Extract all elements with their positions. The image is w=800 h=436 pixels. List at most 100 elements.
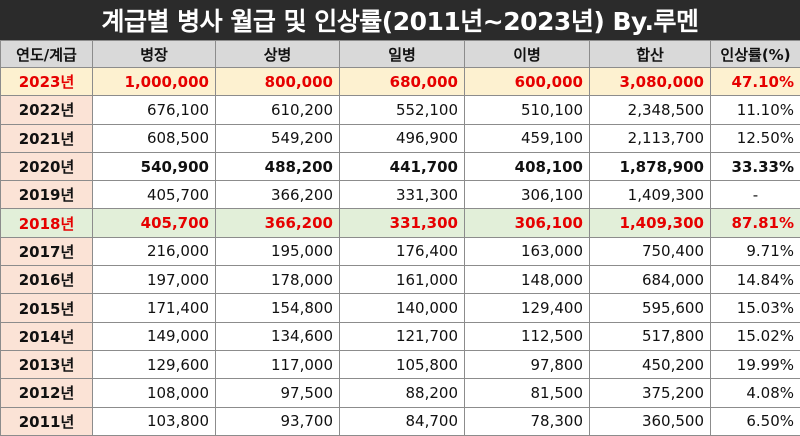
corporal-cell: 610,200	[215, 95, 340, 125]
raise-rate-cell: 47.10%	[710, 66, 800, 97]
raise-rate-cell: 12.50%	[710, 123, 800, 153]
raise-rate-cell: 9.71%	[710, 236, 800, 267]
year-cell: 2012년	[0, 378, 93, 408]
sergeant-cell: 608,500	[92, 123, 216, 153]
private-cell: 510,100	[464, 95, 590, 125]
table-row: 2014년 149,000 134,600 121,700 112,500 517,800…	[0, 321, 800, 351]
private-cell: 97,800	[464, 349, 590, 380]
private-first-class-cell: 121,700	[339, 321, 465, 351]
total-cell: 3,080,000	[589, 66, 711, 97]
year-cell: 2018년	[0, 208, 93, 238]
raise-rate-cell: 19.99%	[710, 349, 800, 380]
total-cell: 450,200	[589, 349, 711, 380]
private-first-class-cell: 331,300	[339, 208, 465, 238]
private-first-class-cell: 105,800	[339, 349, 465, 380]
private-cell: 306,100	[464, 180, 590, 210]
table-row: 2013년 129,600 117,000 105,800 97,800 450,200 1…	[0, 349, 800, 380]
sergeant-cell: 103,800	[92, 406, 216, 436]
table-row: 2016년 197,000 178,000 161,000 148,000 684,000…	[0, 265, 800, 295]
header-row: 연도/계급 병장 상병 일병 이병 합산 인상률(%)	[0, 40, 800, 68]
raise-rate-cell: 15.02%	[710, 321, 800, 351]
raise-rate-cell: 87.81%	[710, 208, 800, 238]
header-private: 이병	[464, 40, 590, 68]
sergeant-cell: 1,000,000	[92, 66, 216, 97]
private-cell: 163,000	[464, 236, 590, 267]
year-cell: 2014년	[0, 321, 93, 351]
private-cell: 459,100	[464, 123, 590, 153]
sergeant-cell: 108,000	[92, 378, 216, 408]
sergeant-cell: 216,000	[92, 236, 216, 267]
sergeant-cell: 197,000	[92, 265, 216, 295]
year-cell: 2020년	[0, 151, 93, 182]
total-cell: 2,113,700	[589, 123, 711, 153]
table-row: 2020년 540,900 488,200 441,700 408,100 1,878,9…	[0, 151, 800, 182]
year-cell: 2019년	[0, 180, 93, 210]
private-first-class-cell: 176,400	[339, 236, 465, 267]
raise-rate-cell: 4.08%	[710, 378, 800, 408]
corporal-cell: 178,000	[215, 265, 340, 295]
private-first-class-cell: 680,000	[339, 66, 465, 97]
table-row: 2022년 676,100 610,200 552,100 510,100 2,348,5…	[0, 95, 800, 125]
private-cell: 112,500	[464, 321, 590, 351]
raise-rate-cell: 6.50%	[710, 406, 800, 436]
total-cell: 1,409,300	[589, 208, 711, 238]
total-cell: 360,500	[589, 406, 711, 436]
raise-rate-cell: 14.84%	[710, 265, 800, 295]
header-total: 합산	[589, 40, 711, 68]
year-cell: 2023년	[0, 66, 93, 97]
corporal-cell: 93,700	[215, 406, 340, 436]
private-cell: 600,000	[464, 66, 590, 97]
total-cell: 517,800	[589, 321, 711, 351]
sergeant-cell: 540,900	[92, 151, 216, 182]
corporal-cell: 117,000	[215, 349, 340, 380]
year-cell: 2011년	[0, 406, 93, 436]
table-row: 2011년 103,800 93,700 84,700 78,300 360,500 6.5…	[0, 406, 800, 436]
sergeant-cell: 676,100	[92, 95, 216, 125]
header-raise-rate: 인상률(%)	[710, 40, 800, 68]
total-cell: 750,400	[589, 236, 711, 267]
private-first-class-cell: 496,900	[339, 123, 465, 153]
private-cell: 148,000	[464, 265, 590, 295]
private-first-class-cell: 140,000	[339, 293, 465, 323]
corporal-cell: 800,000	[215, 66, 340, 97]
year-cell: 2016년	[0, 265, 93, 295]
sergeant-cell: 149,000	[92, 321, 216, 351]
corporal-cell: 97,500	[215, 378, 340, 408]
corporal-cell: 154,800	[215, 293, 340, 323]
private-first-class-cell: 552,100	[339, 95, 465, 125]
total-cell: 1,409,300	[589, 180, 711, 210]
year-cell: 2021년	[0, 123, 93, 153]
header-private-first-class: 일병	[339, 40, 465, 68]
salary-table: 연도/계급 병장 상병 일병 이병 합산 인상률(%) 2023년 1,000,0…	[0, 40, 800, 436]
corporal-cell: 366,200	[215, 180, 340, 210]
corporal-cell: 488,200	[215, 151, 340, 182]
raise-rate-cell: 11.10%	[710, 95, 800, 125]
table-row: 2012년 108,000 97,500 88,200 81,500 375,200 4.0…	[0, 378, 800, 408]
corporal-cell: 549,200	[215, 123, 340, 153]
sergeant-cell: 129,600	[92, 349, 216, 380]
sergeant-cell: 405,700	[92, 208, 216, 238]
table-row: 2018년 405,700 366,200 331,300 306,100 1,409,3…	[0, 208, 800, 238]
raise-rate-cell: 15.03%	[710, 293, 800, 323]
header-corporal: 상병	[215, 40, 340, 68]
private-cell: 408,100	[464, 151, 590, 182]
corporal-cell: 134,600	[215, 321, 340, 351]
header-sergeant: 병장	[92, 40, 216, 68]
private-first-class-cell: 88,200	[339, 378, 465, 408]
title-bar: 계급별 병사 월급 및 인상률(2011년~2023년) By.루멘	[0, 0, 800, 40]
total-cell: 684,000	[589, 265, 711, 295]
year-cell: 2015년	[0, 293, 93, 323]
table-row: 2015년 171,400 154,800 140,000 129,400 595,600…	[0, 293, 800, 323]
raise-rate-cell: 33.33%	[710, 151, 800, 182]
table-row: 2019년 405,700 366,200 331,300 306,100 1,409,3…	[0, 180, 800, 210]
table-row: 2023년 1,000,000 800,000 680,000 600,000 3,080…	[0, 66, 800, 97]
year-cell: 2013년	[0, 349, 93, 380]
header-year-rank: 연도/계급	[0, 40, 93, 68]
total-cell: 595,600	[589, 293, 711, 323]
total-cell: 375,200	[589, 378, 711, 408]
private-first-class-cell: 161,000	[339, 265, 465, 295]
table-row: 2021년 608,500 549,200 496,900 459,100 2,113,7…	[0, 123, 800, 153]
page-title: 계급별 병사 월급 및 인상률(2011년~2023년) By.루멘	[101, 7, 699, 36]
private-cell: 306,100	[464, 208, 590, 238]
table-body: 2023년 1,000,000 800,000 680,000 600,000 3,080…	[0, 66, 800, 436]
